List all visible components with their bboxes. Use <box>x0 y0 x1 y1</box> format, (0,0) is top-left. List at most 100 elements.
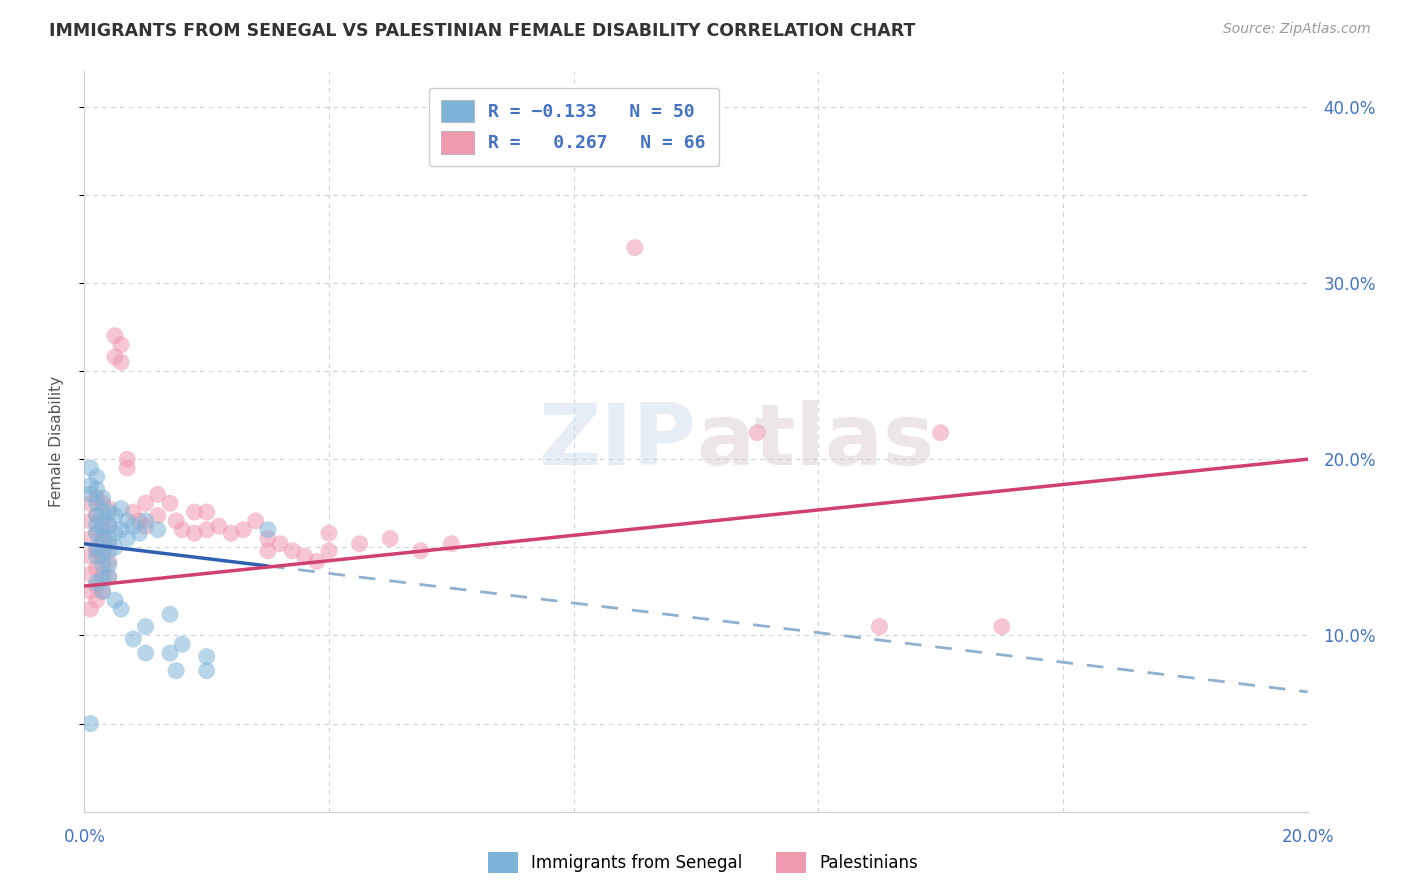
Point <box>409 544 432 558</box>
Point <box>79 487 101 501</box>
Point <box>219 526 242 541</box>
Point <box>91 544 114 558</box>
Point <box>110 523 132 537</box>
Point <box>79 566 101 581</box>
Point <box>110 501 132 516</box>
Point <box>104 593 127 607</box>
Point <box>104 526 127 541</box>
Point <box>79 496 101 510</box>
Point <box>86 526 108 541</box>
Point <box>86 541 108 555</box>
Point <box>318 526 340 541</box>
Point <box>91 519 114 533</box>
Text: Source: ZipAtlas.com: Source: ZipAtlas.com <box>1223 22 1371 37</box>
Point <box>159 496 181 510</box>
Point <box>86 593 108 607</box>
Point <box>122 505 145 519</box>
Point <box>104 541 127 555</box>
Point <box>110 337 132 351</box>
Point <box>79 602 101 616</box>
Point <box>86 526 108 541</box>
Point <box>86 561 108 575</box>
Point <box>172 637 194 651</box>
Point <box>79 584 101 599</box>
Point <box>135 514 157 528</box>
Point <box>991 619 1014 633</box>
Point <box>195 649 218 664</box>
Text: atlas: atlas <box>696 400 934 483</box>
Point <box>79 532 101 546</box>
Point <box>195 523 218 537</box>
Point <box>183 505 205 519</box>
Text: ZIP: ZIP <box>538 400 696 483</box>
Point <box>86 544 108 558</box>
Point <box>869 619 891 633</box>
Point <box>86 579 108 593</box>
Point <box>91 514 114 528</box>
Point <box>86 491 108 505</box>
Point <box>79 478 101 492</box>
Point <box>257 544 280 558</box>
Point <box>115 532 138 546</box>
Point <box>747 425 769 440</box>
Point <box>104 328 127 343</box>
Point <box>115 452 138 467</box>
Point <box>97 570 120 584</box>
Point <box>294 549 316 563</box>
Point <box>195 664 218 678</box>
Point <box>257 532 280 546</box>
Point <box>97 532 120 546</box>
Point <box>97 505 120 519</box>
Point <box>122 632 145 646</box>
Point <box>135 496 157 510</box>
Legend: Immigrants from Senegal, Palestinians: Immigrants from Senegal, Palestinians <box>481 846 925 880</box>
Point <box>86 470 108 484</box>
Point <box>79 514 101 528</box>
Point <box>115 514 138 528</box>
Point <box>97 544 120 558</box>
Point <box>91 572 114 586</box>
Point <box>305 554 328 568</box>
Point <box>195 505 218 519</box>
Point <box>110 355 132 369</box>
Point <box>97 570 120 584</box>
Point <box>91 584 114 599</box>
Point <box>232 523 254 537</box>
Point <box>269 537 291 551</box>
Point <box>91 505 114 519</box>
Point <box>165 514 187 528</box>
Point <box>86 496 108 510</box>
Point <box>104 508 127 523</box>
Point <box>97 537 120 551</box>
Y-axis label: Female Disability: Female Disability <box>49 376 63 508</box>
Point <box>257 523 280 537</box>
Point <box>183 526 205 541</box>
Point <box>128 514 150 528</box>
Point <box>165 664 187 678</box>
Point <box>86 549 108 563</box>
Point <box>380 532 402 546</box>
Point <box>929 425 952 440</box>
Point <box>110 602 132 616</box>
Point <box>86 508 108 523</box>
Point <box>97 519 120 533</box>
Point <box>86 482 108 496</box>
Point <box>91 532 114 546</box>
Point <box>79 716 101 731</box>
Point <box>97 501 120 516</box>
Point <box>97 517 120 532</box>
Point <box>91 496 114 510</box>
Point <box>97 558 120 572</box>
Point <box>172 523 194 537</box>
Point <box>146 523 169 537</box>
Point <box>115 461 138 475</box>
Point <box>86 517 108 532</box>
Point <box>91 532 114 546</box>
Text: IMMIGRANTS FROM SENEGAL VS PALESTINIAN FEMALE DISABILITY CORRELATION CHART: IMMIGRANTS FROM SENEGAL VS PALESTINIAN F… <box>49 22 915 40</box>
Point <box>146 508 169 523</box>
Point <box>79 461 101 475</box>
Point <box>91 558 114 572</box>
Point <box>128 526 150 541</box>
Point <box>86 575 108 590</box>
Point <box>122 519 145 533</box>
